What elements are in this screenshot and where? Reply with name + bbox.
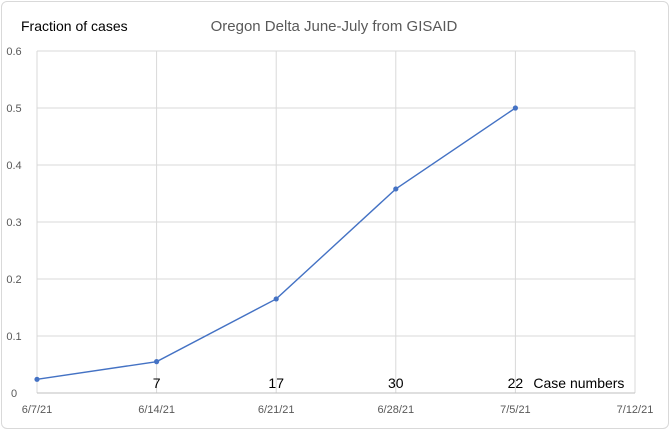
y-tick-label: 0.4 xyxy=(6,160,21,172)
chart-title: Oregon Delta June-July from GISAID xyxy=(211,18,458,35)
x-tick-label: 6/14/21 xyxy=(138,404,175,416)
x-tick-label: 6/28/21 xyxy=(377,404,414,416)
x-tick-label: 7/12/21 xyxy=(617,404,654,416)
data-point xyxy=(154,359,160,365)
data-point xyxy=(393,186,399,192)
case-count-label: 7 xyxy=(153,375,161,391)
y-tick-label: 0.3 xyxy=(6,217,21,229)
x-tick-label: 7/5/21 xyxy=(500,404,531,416)
data-point xyxy=(34,376,40,382)
data-point xyxy=(273,296,279,302)
y-tick-label: 0.2 xyxy=(6,274,21,286)
case-numbers-label: Case numbers xyxy=(533,375,624,391)
axes: 0 0.1 0.2 0.3 0.4 0.5 0.6 6/7/21 6/14/21 6/21/21 6… xyxy=(6,46,653,416)
y-axis-label: Fraction of cases xyxy=(21,18,128,34)
x-tick-label: 6/7/21 xyxy=(22,404,53,416)
x-tick-label: 6/21/21 xyxy=(258,404,295,416)
series-group xyxy=(34,105,519,382)
y-tick-label: 0.5 xyxy=(6,103,21,115)
annotations: 7 17 30 22 Case numbers xyxy=(153,375,625,391)
y-tick-label: 0 xyxy=(11,388,17,400)
y-tick-label: 0.1 xyxy=(6,331,21,343)
y-tick-label: 0.6 xyxy=(6,46,21,58)
case-count-label: 17 xyxy=(268,375,284,391)
data-point xyxy=(512,105,519,111)
gridlines xyxy=(36,50,636,393)
case-count-label: 30 xyxy=(388,375,404,391)
case-count-label: 22 xyxy=(508,375,524,391)
